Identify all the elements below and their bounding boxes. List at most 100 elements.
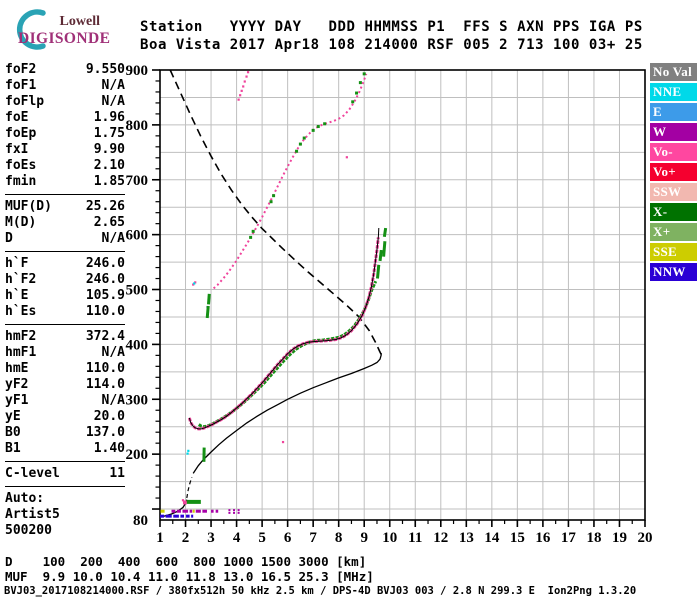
legend-item-NNE: NNE — [650, 83, 697, 101]
param-label: B0 — [5, 425, 21, 440]
x-axis-label: 20 — [638, 530, 653, 546]
param-label: foFlp — [5, 94, 45, 109]
param-row-D: D N/A — [5, 231, 125, 247]
series-second-hop-x-fragments — [295, 149, 299, 153]
y-axis-label: 600 — [126, 228, 149, 244]
param-label: h`E — [5, 288, 29, 303]
param-value: N/A — [101, 345, 125, 360]
param-row-fxI: fxI 9.90 — [5, 142, 125, 158]
series-third-hop-o-fragment — [243, 80, 246, 83]
param-label: MUF(D) — [5, 199, 52, 214]
series-scatter-specks-cyan — [186, 452, 189, 455]
param-value: 105.9 — [85, 288, 125, 303]
param-value: N/A — [101, 231, 125, 246]
param-label: yF2 — [5, 377, 29, 392]
param-row-500200: 500200 — [5, 523, 125, 539]
param-value: 2.65 — [93, 215, 125, 230]
param-row-hF: h`F 246.0 — [5, 256, 125, 272]
y-axis-label: 400 — [126, 337, 149, 353]
x-axis-label: 8 — [335, 530, 343, 546]
param-row-foE: foE 1.96 — [5, 110, 125, 126]
param-label: foF2 — [5, 62, 37, 77]
param-row-hmE: hmE 110.0 — [5, 361, 125, 377]
param-label: D — [5, 231, 13, 246]
param-row-B0: B0 137.0 — [5, 425, 125, 441]
series-scatter-green-segments — [205, 305, 210, 319]
logo-text-lowell: Lowell — [60, 14, 101, 29]
logo-arc-icon — [16, 9, 46, 50]
series-scatter-specks-pink — [281, 440, 285, 444]
param-value: 246.0 — [85, 256, 125, 271]
x-axis-label: 16 — [535, 530, 551, 546]
param-row-foEs: foEs 2.10 — [5, 158, 125, 174]
param-row-yE: yE 20.0 — [5, 409, 125, 425]
x-axis-label: 19 — [612, 530, 627, 546]
param-value: 20.0 — [93, 409, 125, 424]
logo-text-digisonde: DIGISONDE — [18, 30, 110, 47]
param-row-yF2: yF2 114.0 — [5, 377, 125, 393]
param-row-C-level: C-level 11 — [5, 466, 125, 482]
x-axis-label: 3 — [207, 530, 215, 546]
param-separator — [5, 324, 125, 325]
series-x-trace-critical-dashes — [378, 249, 383, 262]
param-row-foF1: foF1 N/A — [5, 78, 125, 94]
lowell-digisonde-logo: Lowell DIGISONDE — [3, 4, 131, 56]
param-value: 9.90 — [93, 142, 125, 157]
param-value: N/A — [101, 94, 125, 109]
legend-item-E: E — [650, 103, 697, 121]
series-second-hop-x-fragments — [272, 194, 276, 198]
series-third-hop-o-fragment — [246, 71, 250, 74]
param-value: 246.0 — [85, 272, 125, 287]
series-o-trace — [187, 237, 380, 431]
param-label: foF1 — [5, 78, 37, 93]
param-row-Auto: Auto: — [5, 491, 125, 507]
param-row-Artist5: Artist5 — [5, 507, 125, 523]
plot-border — [159, 69, 646, 521]
file-info-footer: BVJ03_2017108214000.RSF / 380fx512h 50 k… — [4, 585, 637, 597]
legend-item-SSW: SSW — [650, 183, 697, 201]
x-axis-label: 11 — [408, 530, 422, 546]
legend-item-X+: X+ — [650, 223, 697, 241]
series-interference-dots-magenta — [233, 511, 236, 514]
param-value: 2.10 — [93, 158, 125, 173]
series-scatter-specks-cyan — [193, 282, 196, 285]
param-label: h`Es — [5, 304, 37, 319]
param-row-hE: h`E 105.9 — [5, 288, 125, 304]
param-value: 114.0 — [85, 377, 125, 392]
x-axis-label: 14 — [484, 530, 500, 546]
x-axis-label: 1 — [156, 530, 164, 546]
param-value: N/A — [101, 393, 125, 408]
param-label: h`F — [5, 256, 29, 271]
param-separator — [5, 194, 125, 195]
param-value: 110.0 — [85, 304, 125, 319]
x-axis-label: 5 — [258, 530, 266, 546]
param-label: fxI — [5, 142, 29, 157]
series-third-hop-o-fragment — [239, 94, 242, 97]
param-row-B1: B1 1.40 — [5, 441, 125, 457]
param-value: 11 — [109, 466, 125, 481]
param-label: Artist5 — [5, 507, 60, 522]
series-third-hop-o-fragment — [240, 89, 243, 92]
series-x-trace-critical-dashes — [375, 264, 381, 279]
param-separator — [5, 486, 125, 487]
param-label: hmF1 — [5, 345, 37, 360]
param-label: foE — [5, 110, 29, 125]
series-second-hop-x-fragments — [251, 229, 255, 233]
y-axis-label: 200 — [126, 447, 149, 463]
legend-item-Vo+: Vo+ — [650, 163, 697, 181]
series-profile-valley-dashed — [186, 477, 193, 499]
x-axis-label: 15 — [510, 530, 525, 546]
legend-item-W: W — [650, 123, 697, 141]
param-row-hF2: h`F2 246.0 — [5, 272, 125, 288]
param-value: 9.550 — [85, 62, 125, 77]
header-column-titles: Station YYYY DAY DDD HHMMSS P1 FFS S AXN… — [140, 19, 643, 35]
param-value: 110.0 — [85, 361, 125, 376]
series-scatter-specks-pink — [345, 156, 348, 159]
param-label: B1 — [5, 441, 21, 456]
param-label: 500200 — [5, 523, 52, 538]
logo-graphic: Lowell DIGISONDE — [16, 9, 110, 50]
series-second-hop-x-fragments — [302, 136, 306, 140]
param-separator — [5, 461, 125, 462]
series-scatter-green-segments — [207, 293, 211, 305]
